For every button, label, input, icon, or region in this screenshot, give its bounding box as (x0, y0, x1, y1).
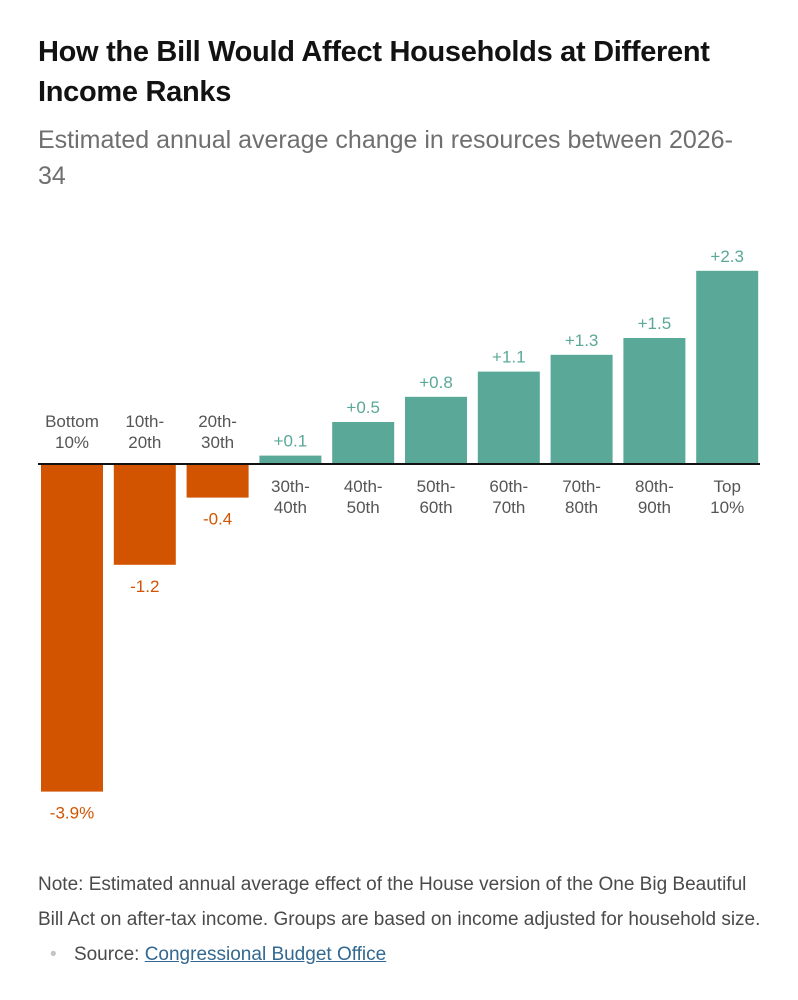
value-label-4: +0.1 (274, 432, 308, 451)
bar-3 (186, 464, 249, 498)
bar-2 (113, 464, 176, 565)
value-label-3: -0.4 (203, 510, 232, 529)
category-label-4-line-2: 40th (274, 498, 307, 517)
value-label-6: +0.8 (419, 373, 453, 392)
category-label-10-line-1: Top (713, 477, 740, 496)
value-label-7: +1.1 (492, 348, 526, 367)
category-label-9-line-1: 80th- (635, 477, 674, 496)
category-label-3-line-2: 30th (201, 433, 234, 452)
bar-4 (259, 455, 322, 464)
bar-7 (477, 371, 540, 464)
category-label-5-line-2: 50th (347, 498, 380, 517)
note-text: Note: Estimated annual average effect of… (38, 874, 761, 930)
category-label-1-line-1: Bottom (45, 412, 99, 431)
category-label-7-line-1: 60th- (489, 477, 528, 496)
category-label-2-line-2: 20th (128, 433, 161, 452)
bar-chart: -3.9% Bottom 10% -1.2 10th- 20th -0.4 20th- 30th… (38, 247, 760, 823)
value-label-10: +2.3 (710, 247, 744, 266)
separator-dot: • (50, 944, 57, 965)
value-label-1: -3.9% (50, 804, 94, 823)
bar-9 (623, 338, 686, 464)
value-label-5: +0.5 (346, 398, 380, 417)
value-label-8: +1.3 (565, 331, 599, 350)
value-label-2: -1.2 (130, 577, 159, 596)
footer-note: Note: Estimated annual average effect of… (38, 867, 768, 972)
bar-6 (405, 396, 467, 464)
bar-1 (41, 464, 103, 792)
category-label-8-line-1: 70th- (562, 477, 601, 496)
bar-10 (696, 270, 759, 464)
category-label-7-line-2: 70th (492, 498, 525, 517)
category-label-3-line-1: 20th- (198, 412, 237, 431)
category-label-9-line-2: 90th (638, 498, 671, 517)
value-label-9: +1.5 (638, 314, 672, 333)
chart-subtitle: Estimated annual average change in resou… (38, 126, 733, 190)
category-label-1-line-2: 10% (55, 433, 89, 452)
category-label-5-line-1: 40th- (344, 477, 383, 496)
source-prefix: Source: (73, 944, 145, 965)
category-label-6-line-2: 60th (419, 498, 452, 517)
category-label-4-line-1: 30th- (271, 477, 310, 496)
bar-5 (332, 422, 395, 464)
category-label-8-line-2: 80th (565, 498, 598, 517)
source-link[interactable]: Congressional Budget Office (144, 944, 387, 965)
bar-8 (550, 354, 613, 464)
chart-title: How the Bill Would Affect Households at … (38, 36, 710, 108)
category-label-6-line-1: 50th- (417, 477, 456, 496)
category-label-2-line-1: 10th- (125, 412, 164, 431)
category-label-10-line-2: 10% (710, 498, 744, 517)
